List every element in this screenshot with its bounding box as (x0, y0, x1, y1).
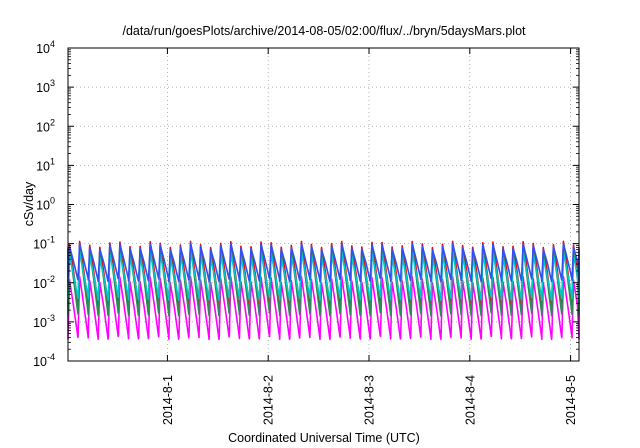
y-axis: 10-4 10-3 10-2 10-1 100 101 102 103 104 (33, 39, 579, 369)
series-line (67, 242, 580, 283)
x-axis: 2014-8-1 2014-8-2 2014-8-3 2014-8-4 2014-8-5 (161, 48, 578, 425)
y-tick-label: 102 (36, 117, 55, 134)
y-tick-label: 100 (36, 196, 55, 213)
y-axis-label: cSv/day (22, 181, 36, 226)
y-tick-label: 103 (36, 78, 55, 95)
x-axis-label: Coordinated Universal Time (UTC) (228, 431, 420, 445)
y-tick-label: 10-4 (33, 352, 55, 369)
x-tick-label: 2014-8-4 (463, 375, 477, 425)
y-tick-label: 10-2 (33, 274, 55, 291)
chart-title: /data/run/goesPlots/archive/2014-08-05/0… (122, 24, 526, 38)
series-line (67, 275, 580, 341)
y-tick-label: 10-1 (33, 235, 55, 252)
x-tick-label: 2014-8-2 (262, 375, 276, 425)
x-tick-label: 2014-8-3 (363, 375, 377, 425)
series-lines (67, 240, 580, 341)
y-tick-label: 104 (36, 39, 55, 56)
x-tick-label: 2014-8-5 (564, 375, 578, 425)
y-tick-label: 10-3 (33, 313, 55, 330)
series-line (67, 251, 580, 301)
x-tick-label: 2014-8-1 (161, 375, 175, 425)
y-tick-label: 101 (36, 156, 55, 173)
